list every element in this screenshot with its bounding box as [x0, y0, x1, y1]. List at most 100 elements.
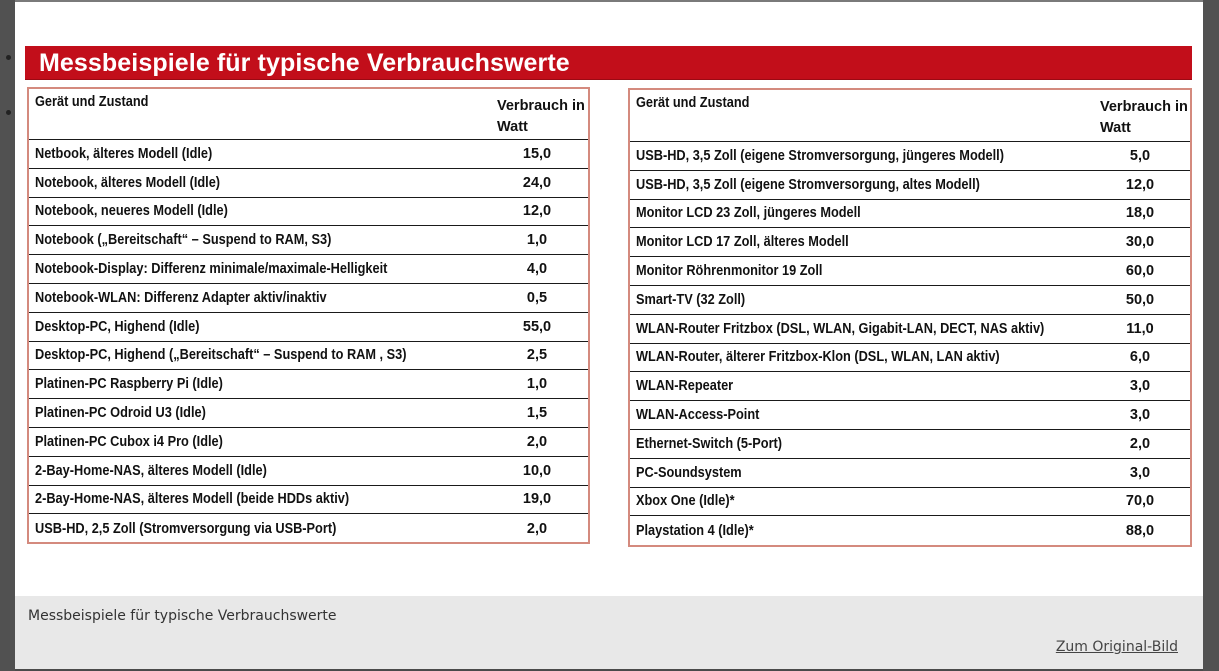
usage-value-cell: 60,0	[1125, 263, 1155, 280]
consumption-table-right: Gerät und Zustand Verbrauch in Watt USB-HD,…	[628, 88, 1192, 547]
table-row: Platinen-PC Raspberry Pi (Idle) 1,0	[29, 370, 588, 400]
table-row: USB-HD, 3,5 Zoll (eigene Stromversorgung…	[630, 142, 1190, 171]
table-row: Monitor LCD 23 Zoll, jüngeres Modell 18,0	[630, 200, 1190, 229]
usage-value-cell: 1,0	[526, 376, 548, 393]
usage-value-cell: 3,0	[1129, 407, 1151, 424]
image-caption: Messbeispiele für typische Verbrauchswer…	[28, 608, 337, 624]
device-name-cell: Smart-TV (32 Zoll)	[636, 291, 746, 308]
column-header-usage-line2: Watt	[1100, 120, 1131, 136]
usage-value-cell: 10,0	[522, 462, 552, 479]
lightbox-image: Messbeispiele für typische Verbrauchswer…	[15, 2, 1203, 596]
usage-value-cell: 24,0	[522, 174, 552, 191]
table-row: WLAN-Access-Point 3,0	[630, 401, 1190, 430]
device-name-cell: Netbook, älteres Modell (Idle)	[35, 145, 213, 162]
device-name-cell: WLAN-Router, älterer Fritzbox-Klon (DSL,…	[636, 349, 1000, 366]
table-row: Notebook („Bereitschaft“ – Suspend to RA…	[29, 226, 588, 256]
device-name-cell: USB-HD, 3,5 Zoll (eigene Stromversorgung…	[636, 176, 980, 193]
original-image-link[interactable]: Zum Original-Bild	[1055, 639, 1178, 655]
usage-value-cell: 2,0	[526, 433, 548, 450]
usage-value-cell: 1,0	[526, 232, 548, 249]
table-row: 2-Bay-Home-NAS, älteres Modell (beide HD…	[29, 486, 588, 515]
figure-title-banner: Messbeispiele für typische Verbrauchswer…	[25, 46, 1192, 80]
usage-value-cell: 2,5	[526, 347, 548, 364]
usage-value-cell: 18,0	[1125, 205, 1155, 222]
device-name-cell: Desktop-PC, Highend (Idle)	[35, 318, 200, 335]
table-row: Desktop-PC, Highend („Bereitschaft“ – Su…	[29, 342, 588, 371]
usage-value-cell: 15,0	[522, 145, 552, 162]
table-row: Notebook, neueres Modell (Idle) 12,0	[29, 198, 588, 227]
device-name-cell: Platinen-PC Odroid U3 (Idle)	[35, 405, 206, 422]
device-name-cell: Monitor LCD 17 Zoll, älteres Modell	[636, 234, 849, 251]
table-row: Notebook, älteres Modell (Idle) 24,0	[29, 169, 588, 198]
usage-value-cell: 55,0	[522, 318, 552, 335]
usage-value-cell: 30,0	[1125, 234, 1155, 251]
device-name-cell: Playstation 4 (Idle)*	[636, 522, 754, 539]
device-name-cell: Desktop-PC, Highend („Bereitschaft“ – Su…	[35, 347, 407, 364]
table-row: 2-Bay-Home-NAS, älteres Modell (Idle) 10,…	[29, 457, 588, 486]
device-name-cell: USB-HD, 3,5 Zoll (eigene Stromversorgung…	[636, 147, 1004, 164]
table-row: Monitor Röhrenmonitor 19 Zoll 60,0	[630, 257, 1190, 286]
table-row: Playstation 4 (Idle)* 88,0	[630, 516, 1190, 545]
usage-value-cell: 3,0	[1129, 378, 1151, 395]
device-name-cell: 2-Bay-Home-NAS, älteres Modell (beide HD…	[35, 491, 350, 508]
figure-title: Messbeispiele für typische Verbrauchswer…	[39, 49, 570, 77]
column-header-usage-line2: Watt	[497, 118, 528, 135]
table-row: WLAN-Router, älterer Fritzbox-Klon (DSL,…	[630, 344, 1190, 373]
usage-value-cell: 88,0	[1125, 522, 1155, 539]
column-header-device: Gerät und Zustand	[35, 94, 149, 110]
table-row: USB-HD, 2,5 Zoll (Stromversorgung via US…	[29, 514, 588, 543]
background-right-margin	[1203, 0, 1219, 671]
usage-value-cell: 50,0	[1125, 291, 1155, 308]
usage-value-cell: 1,5	[526, 405, 548, 422]
usage-value-cell: 2,0	[526, 520, 548, 537]
usage-value-cell: 3,0	[1129, 464, 1151, 481]
device-name-cell: Notebook („Bereitschaft“ – Suspend to RA…	[35, 232, 332, 249]
table-row: Ethernet-Switch (5-Port) 2,0	[630, 430, 1190, 459]
device-name-cell: Monitor LCD 23 Zoll, jüngeres Modell	[636, 205, 861, 222]
table-row: USB-HD, 3,5 Zoll (eigene Stromversorgung…	[630, 171, 1190, 200]
bullet-icon	[6, 110, 11, 115]
background-left-margin	[0, 0, 15, 671]
table-row: Notebook-Display: Differenz minimale/max…	[29, 255, 588, 284]
table-row: WLAN-Repeater 3,0	[630, 372, 1190, 402]
device-name-cell: Ethernet-Switch (5-Port)	[636, 435, 783, 452]
usage-value-cell: 11,0	[1126, 320, 1154, 337]
table-row: Platinen-PC Odroid U3 (Idle) 1,5	[29, 399, 588, 428]
bullet-icon	[6, 55, 11, 60]
column-header-usage: Verbrauch in Watt	[1100, 90, 1188, 141]
table-row: WLAN-Router Fritzbox (DSL, WLAN, Gigabit…	[630, 315, 1190, 344]
device-name-cell: WLAN-Access-Point	[636, 407, 760, 424]
device-name-cell: Platinen-PC Cubox i4 Pro (Idle)	[35, 433, 223, 450]
column-header-device: Gerät und Zustand	[636, 95, 750, 111]
lightbox: Messbeispiele für typische Verbrauchswer…	[15, 2, 1203, 669]
usage-value-cell: 12,0	[1125, 176, 1155, 193]
caption-bar: Messbeispiele für typische Verbrauchswer…	[15, 596, 1203, 669]
device-name-cell: 2-Bay-Home-NAS, älteres Modell (Idle)	[35, 462, 267, 479]
column-header-usage-line1: Verbrauch in	[497, 97, 585, 114]
device-name-cell: Notebook-Display: Differenz minimale/max…	[35, 261, 388, 278]
table-row: Netbook, älteres Modell (Idle) 15,0	[29, 140, 588, 169]
device-name-cell: PC-Soundsystem	[636, 464, 742, 481]
table-header-row: Gerät und Zustand Verbrauch in Watt	[29, 89, 588, 140]
table-row: Monitor LCD 17 Zoll, älteres Modell 30,0	[630, 228, 1190, 258]
device-name-cell: Notebook, älteres Modell (Idle)	[35, 174, 221, 191]
device-name-cell: USB-HD, 2,5 Zoll (Stromversorgung via US…	[35, 520, 337, 537]
table-row: PC-Soundsystem 3,0	[630, 459, 1190, 488]
device-name-cell: Notebook, neueres Modell (Idle)	[35, 203, 228, 220]
device-name-cell: Monitor Röhrenmonitor 19 Zoll	[636, 263, 823, 280]
consumption-table-left: Gerät und Zustand Verbrauch in Watt Netbook…	[27, 87, 590, 544]
column-header-usage: Verbrauch in Watt	[497, 89, 585, 139]
table-row: Smart-TV (32 Zoll) 50,0	[630, 286, 1190, 315]
usage-value-cell: 0,5	[526, 289, 548, 306]
usage-value-cell: 6,0	[1129, 349, 1151, 366]
usage-value-cell: 19,0	[522, 491, 552, 508]
device-name-cell: Platinen-PC Raspberry Pi (Idle)	[35, 376, 223, 393]
device-name-cell: WLAN-Router Fritzbox (DSL, WLAN, Gigabit…	[636, 320, 1045, 337]
table-row: Xbox One (Idle)* 70,0	[630, 488, 1190, 517]
table-row: Desktop-PC, Highend (Idle) 55,0	[29, 313, 588, 342]
table-row: Notebook-WLAN: Differenz Adapter aktiv/i…	[29, 284, 588, 313]
usage-value-cell: 12,0	[522, 203, 552, 220]
column-header-usage-line1: Verbrauch in	[1100, 99, 1188, 115]
table-row: Platinen-PC Cubox i4 Pro (Idle) 2,0	[29, 428, 588, 457]
device-name-cell: WLAN-Repeater	[636, 378, 734, 395]
